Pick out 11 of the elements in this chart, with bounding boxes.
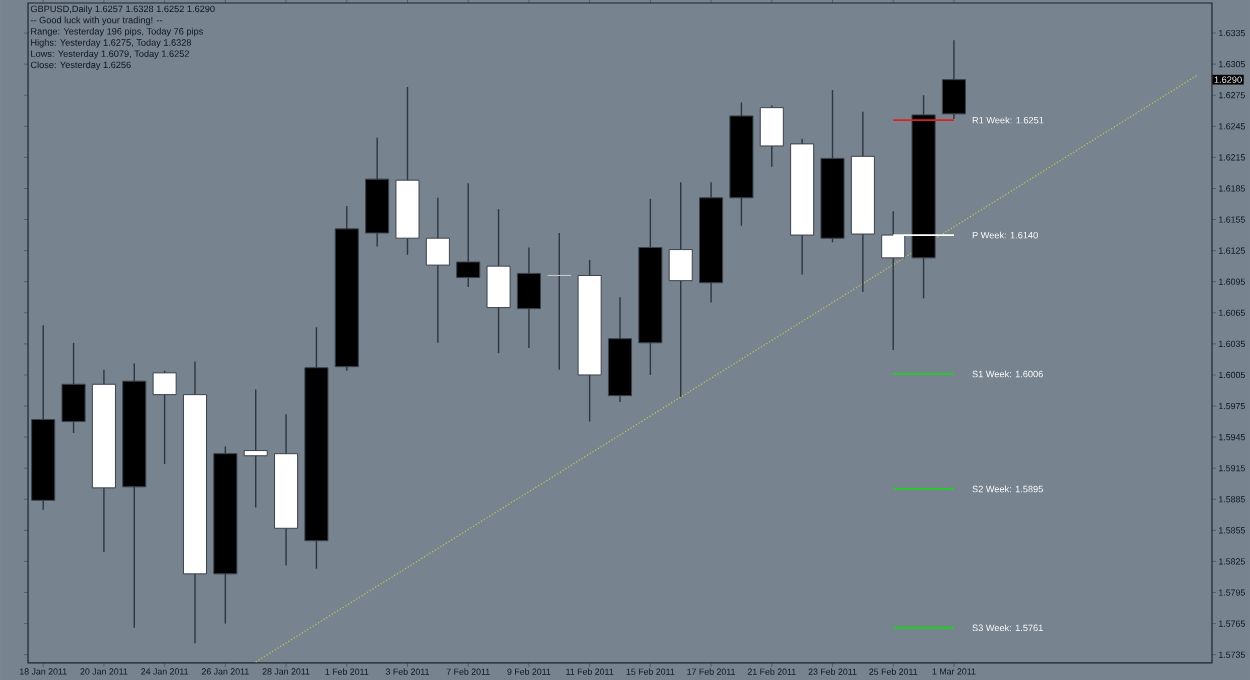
candlestick: [425, 197, 450, 344]
candlestick: [941, 39, 966, 120]
candlestick: [668, 181, 693, 398]
candlestick: [61, 342, 86, 434]
candlestick: [243, 388, 268, 509]
candlestick: [152, 370, 177, 465]
candlestick: [759, 104, 784, 168]
candlestick: [456, 182, 481, 288]
candlestick: [547, 232, 572, 371]
candlestick: [516, 246, 541, 349]
candlestick: [486, 208, 511, 354]
